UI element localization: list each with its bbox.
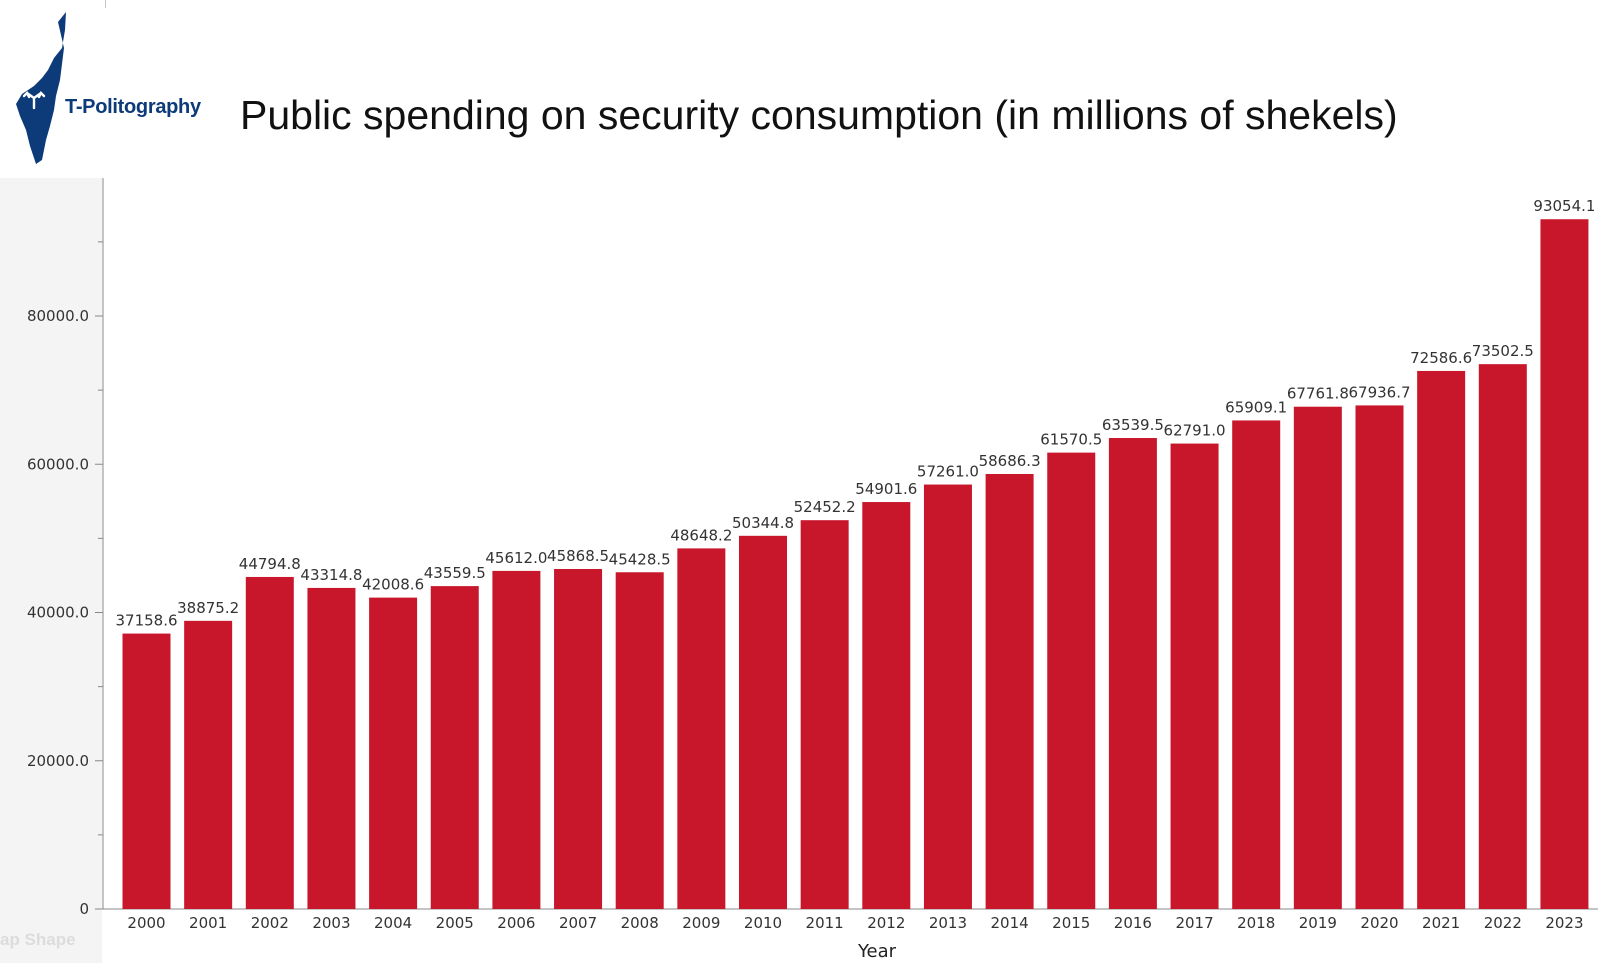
y-tick-label: 40000.0 bbox=[27, 604, 89, 622]
x-tick-label-2010: 2010 bbox=[744, 914, 782, 932]
x-tick-label-2006: 2006 bbox=[497, 914, 535, 932]
x-tick-label-2009: 2009 bbox=[682, 914, 720, 932]
data-label-2003: 43314.8 bbox=[300, 566, 362, 584]
bar-2002 bbox=[245, 576, 294, 909]
data-label-2005: 43559.5 bbox=[424, 564, 486, 582]
bar-2019 bbox=[1293, 406, 1342, 909]
data-label-2013: 57261.0 bbox=[917, 463, 979, 481]
y-tick-label: 0 bbox=[79, 900, 89, 918]
x-tick-label-2022: 2022 bbox=[1484, 914, 1522, 932]
left-panel bbox=[0, 178, 102, 963]
brand-logo: T-Politography bbox=[8, 8, 201, 170]
x-tick-label-2019: 2019 bbox=[1299, 914, 1337, 932]
x-tick-label-2001: 2001 bbox=[189, 914, 227, 932]
bar-2015 bbox=[1047, 452, 1096, 909]
bar-2017 bbox=[1170, 443, 1219, 909]
x-tick-label-2002: 2002 bbox=[251, 914, 289, 932]
x-tick-label-2021: 2021 bbox=[1422, 914, 1460, 932]
data-label-2008: 45428.5 bbox=[609, 550, 671, 568]
bar-2004 bbox=[369, 597, 418, 909]
bar-2013 bbox=[923, 484, 972, 909]
data-label-2000: 37158.6 bbox=[115, 612, 177, 630]
bar-2014 bbox=[985, 473, 1034, 909]
x-tick-label-2018: 2018 bbox=[1237, 914, 1275, 932]
x-tick-label-2014: 2014 bbox=[991, 914, 1029, 932]
data-label-2001: 38875.2 bbox=[177, 599, 239, 617]
data-label-2004: 42008.6 bbox=[362, 576, 424, 594]
data-label-2007: 45868.5 bbox=[547, 547, 609, 565]
bar-2016 bbox=[1108, 438, 1157, 909]
x-tick-label-2005: 2005 bbox=[436, 914, 474, 932]
data-label-2021: 72586.6 bbox=[1410, 349, 1472, 367]
data-label-2006: 45612.0 bbox=[485, 549, 547, 567]
x-tick-label-2016: 2016 bbox=[1114, 914, 1152, 932]
bar-2023 bbox=[1540, 219, 1589, 910]
bar-2011 bbox=[800, 520, 849, 909]
bar-2005 bbox=[430, 586, 479, 909]
bar-2008 bbox=[615, 572, 664, 909]
bar-2021 bbox=[1417, 370, 1466, 910]
x-tick-label-2003: 2003 bbox=[312, 914, 350, 932]
x-tick-label-2004: 2004 bbox=[374, 914, 412, 932]
bar-2012 bbox=[862, 502, 911, 909]
ghost-label: ap Shape bbox=[0, 930, 76, 949]
bar-2018 bbox=[1232, 420, 1281, 909]
data-label-2012: 54901.6 bbox=[855, 480, 917, 498]
x-tick-label-2000: 2000 bbox=[127, 914, 165, 932]
brand-name: T-Politography bbox=[65, 96, 201, 118]
data-label-2022: 73502.5 bbox=[1472, 342, 1534, 360]
data-label-2014: 58686.3 bbox=[979, 452, 1041, 470]
x-tick-label-2008: 2008 bbox=[621, 914, 659, 932]
x-tick-label-2013: 2013 bbox=[929, 914, 967, 932]
top-divider bbox=[105, 0, 106, 8]
data-label-2023: 93054.1 bbox=[1533, 197, 1595, 215]
bar-2007 bbox=[554, 568, 603, 909]
x-tick-label-2017: 2017 bbox=[1175, 914, 1213, 932]
x-tick-label-2015: 2015 bbox=[1052, 914, 1090, 932]
bar-2001 bbox=[184, 620, 233, 909]
bar-2000 bbox=[122, 633, 171, 909]
data-label-2016: 63539.5 bbox=[1102, 416, 1164, 434]
data-label-2009: 48648.2 bbox=[670, 526, 732, 544]
data-label-2020: 67936.7 bbox=[1348, 383, 1410, 401]
chart-title: Public spending on security consumption … bbox=[240, 92, 1398, 138]
y-tick-label: 80000.0 bbox=[27, 307, 89, 325]
bar-2006 bbox=[492, 570, 541, 909]
data-label-2011: 52452.2 bbox=[794, 498, 856, 516]
data-label-2010: 50344.8 bbox=[732, 514, 794, 532]
data-label-2002: 44794.8 bbox=[239, 555, 301, 573]
bar-2009 bbox=[677, 548, 726, 909]
x-tick-label-2023: 2023 bbox=[1545, 914, 1583, 932]
bar-2020 bbox=[1355, 405, 1404, 909]
data-label-2015: 61570.5 bbox=[1040, 431, 1102, 449]
bar-2022 bbox=[1478, 364, 1527, 909]
x-tick-label-2020: 2020 bbox=[1360, 914, 1398, 932]
data-label-2018: 65909.1 bbox=[1225, 398, 1287, 416]
x-axis-title: Year bbox=[857, 941, 897, 962]
bar-2010 bbox=[739, 535, 787, 909]
data-label-2017: 62791.0 bbox=[1164, 422, 1226, 440]
israel-map-icon bbox=[16, 12, 66, 164]
x-tick-label-2011: 2011 bbox=[806, 914, 844, 932]
bar-2003 bbox=[307, 587, 356, 909]
x-tick-label-2012: 2012 bbox=[867, 914, 905, 932]
y-tick-label: 20000.0 bbox=[27, 752, 89, 770]
x-tick-label-2007: 2007 bbox=[559, 914, 597, 932]
y-tick-label: 60000.0 bbox=[27, 455, 89, 473]
data-label-2019: 67761.8 bbox=[1287, 385, 1349, 403]
